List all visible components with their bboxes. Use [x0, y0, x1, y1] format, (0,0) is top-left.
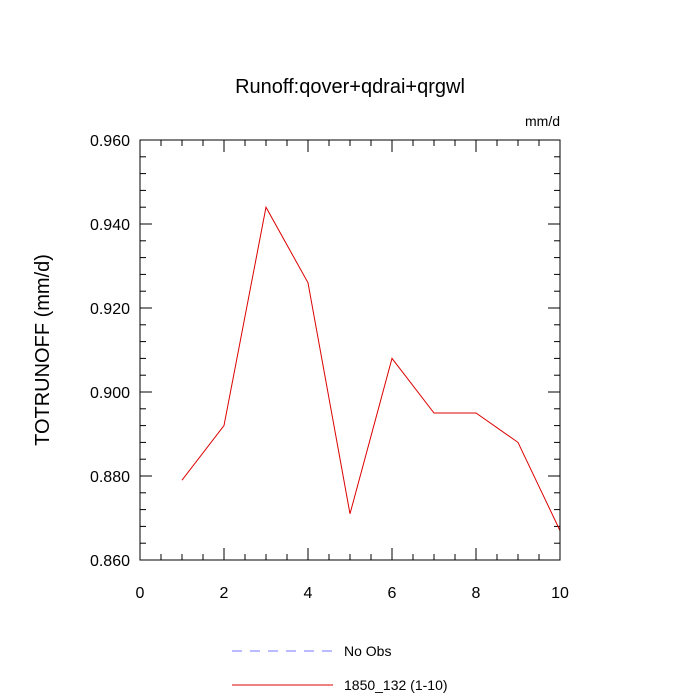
x-tick-label: 2 [220, 585, 229, 602]
x-tick-label: 0 [136, 585, 145, 602]
legend-label: 1850_132 (1-10) [344, 677, 448, 693]
y-tick-label: 0.960 [90, 133, 130, 150]
legend: No Obs 1850_132 (1-10) [232, 643, 448, 693]
y-tick-label: 0.860 [90, 553, 130, 570]
y-tick-label: 0.900 [90, 385, 130, 402]
x-tick-label: 6 [388, 585, 397, 602]
axis-ticks [139, 139, 561, 561]
y-axis-label: TOTRUNOFF (mm/d) [32, 254, 54, 446]
legend-label: No Obs [344, 643, 391, 659]
x-tick-label: 8 [472, 585, 481, 602]
y-tick-label: 0.920 [90, 301, 130, 318]
plot-series [181, 205, 561, 531]
axis-tick-labels: 0 2 4 6 8 10 0.860 0.880 0.900 0.920 0.940 0.960 [90, 133, 569, 602]
chart-title: Runoff:qover+qdrai+qrgwl [235, 76, 465, 98]
y-tick-label: 0.880 [90, 469, 130, 486]
x-tick-label: 10 [551, 585, 569, 602]
series-line [181, 205, 561, 531]
plot-frame [139, 139, 561, 561]
units-label: mm/d [525, 113, 560, 129]
y-tick-label: 0.940 [90, 217, 130, 234]
x-tick-label: 4 [304, 585, 313, 602]
